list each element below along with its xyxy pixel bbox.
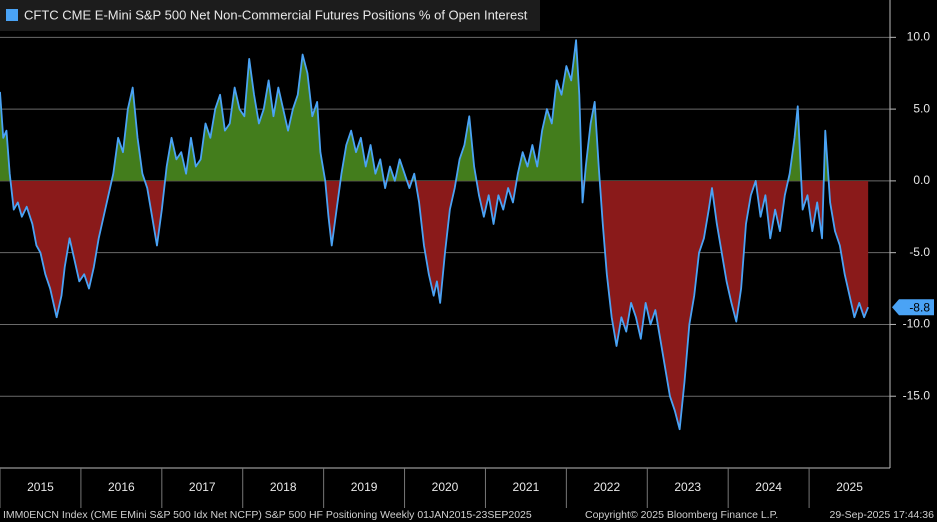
y-tick-label: 10.0 — [907, 29, 931, 43]
legend-swatch — [6, 9, 18, 21]
series-line — [0, 39, 869, 431]
last-value-label: -8.8 — [909, 300, 930, 314]
y-tick-label: -10.0 — [903, 317, 931, 331]
footer-left: IMM0ENCN Index (CME EMini S&P 500 Idx Ne… — [3, 509, 532, 521]
footer-center: Copyright© 2025 Bloomberg Finance L.P. — [585, 509, 778, 521]
x-tick-label: 2019 — [351, 480, 378, 494]
x-tick-label: 2023 — [674, 480, 701, 494]
y-tick-label: 0.0 — [913, 173, 930, 187]
legend-box — [0, 0, 540, 31]
x-tick-label: 2018 — [270, 480, 297, 494]
x-tick-label: 2016 — [108, 480, 135, 494]
x-tick-label: 2021 — [513, 480, 540, 494]
area-negative — [10, 180, 869, 430]
last-value-tag — [892, 299, 934, 316]
x-tick-label: 2020 — [432, 480, 459, 494]
footer-bar — [0, 508, 937, 522]
x-tick-label: 2017 — [189, 480, 216, 494]
y-tick-label: -5.0 — [909, 245, 930, 259]
footer-right: 29-Sep-2025 17:44:36 — [829, 509, 934, 521]
y-tick-label: -15.0 — [903, 388, 931, 402]
x-tick-label: 2022 — [593, 480, 620, 494]
x-tick-label: 2025 — [836, 480, 863, 494]
y-tick-label: 5.0 — [913, 101, 930, 115]
x-tick-label: 2024 — [755, 480, 782, 494]
legend-label: CFTC CME E-Mini S&P 500 Net Non-Commerci… — [24, 7, 528, 22]
x-tick-label: 2015 — [27, 480, 54, 494]
area-positive — [0, 40, 869, 181]
